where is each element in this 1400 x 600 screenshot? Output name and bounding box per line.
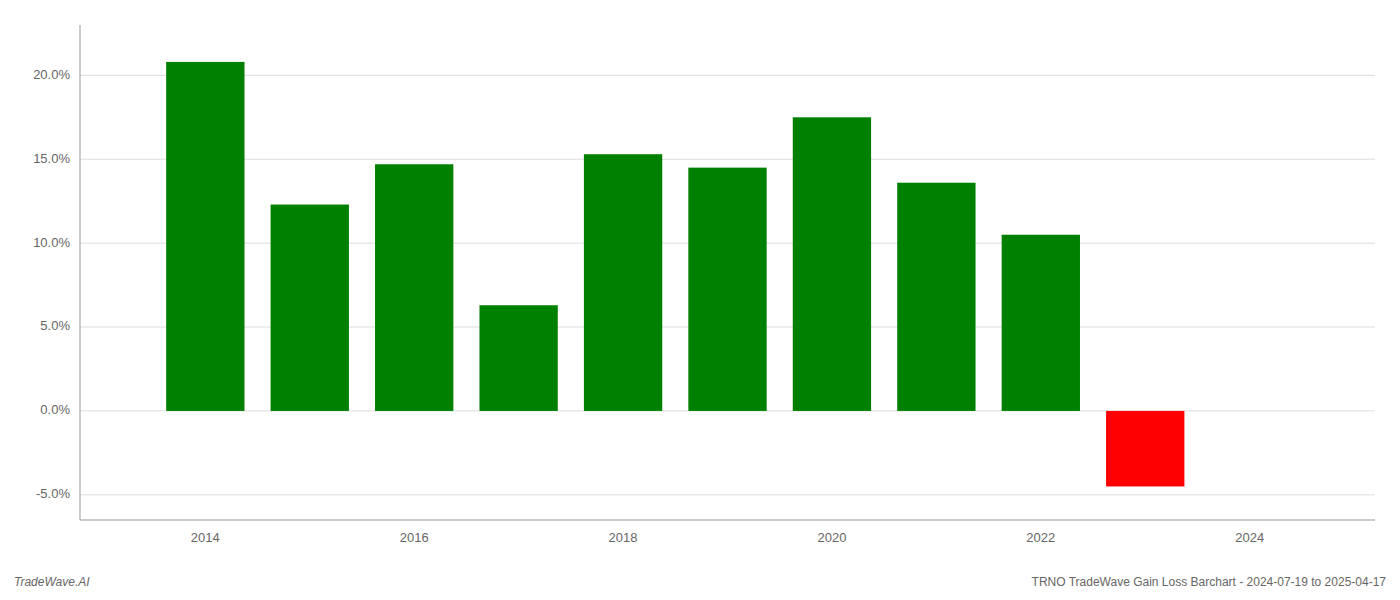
y-axis-line bbox=[80, 25, 81, 520]
x-tick-label: 2016 bbox=[400, 530, 429, 545]
y-tick-label: 20.0% bbox=[33, 67, 70, 82]
chart-container: -5.0% 0.0% 5.0% 10.0% 15.0% 20.0% 2014 2016 2018… bbox=[0, 0, 1400, 600]
x-tick-label: 2020 bbox=[817, 530, 846, 545]
y-tick-label: 0.0% bbox=[40, 402, 70, 417]
grid-line bbox=[80, 159, 1375, 160]
bar bbox=[166, 62, 244, 411]
y-axis: -5.0% 0.0% 5.0% 10.0% 15.0% 20.0% bbox=[33, 67, 70, 501]
bar bbox=[271, 205, 349, 411]
bar bbox=[375, 164, 453, 411]
y-tick-label: 10.0% bbox=[33, 235, 70, 250]
bar bbox=[897, 183, 975, 411]
bar bbox=[584, 154, 662, 411]
bar bbox=[1002, 235, 1080, 411]
y-tick-label: 5.0% bbox=[40, 318, 70, 333]
grid-line bbox=[80, 494, 1375, 495]
x-axis-line bbox=[80, 520, 1375, 521]
x-tick-label: 2018 bbox=[609, 530, 638, 545]
x-axis: 2014 2016 2018 2020 2022 2024 bbox=[191, 530, 1264, 545]
bar bbox=[1106, 411, 1184, 487]
grid bbox=[80, 75, 1375, 494]
x-tick-label: 2022 bbox=[1026, 530, 1055, 545]
bar bbox=[793, 117, 871, 411]
y-tick-label: -5.0% bbox=[36, 486, 70, 501]
x-tick-label: 2014 bbox=[191, 530, 220, 545]
footer-left: TradeWave.AI bbox=[14, 575, 90, 589]
bar bbox=[688, 168, 766, 411]
chart: -5.0% 0.0% 5.0% 10.0% 15.0% 20.0% 2014 2016 2018… bbox=[0, 0, 1400, 600]
bars bbox=[166, 62, 1184, 487]
bar bbox=[479, 305, 557, 411]
y-tick-label: 15.0% bbox=[33, 151, 70, 166]
footer-right: TRNO TradeWave Gain Loss Barchart - 2024… bbox=[1032, 575, 1387, 589]
x-tick-label: 2024 bbox=[1235, 530, 1264, 545]
grid-line bbox=[80, 75, 1375, 76]
